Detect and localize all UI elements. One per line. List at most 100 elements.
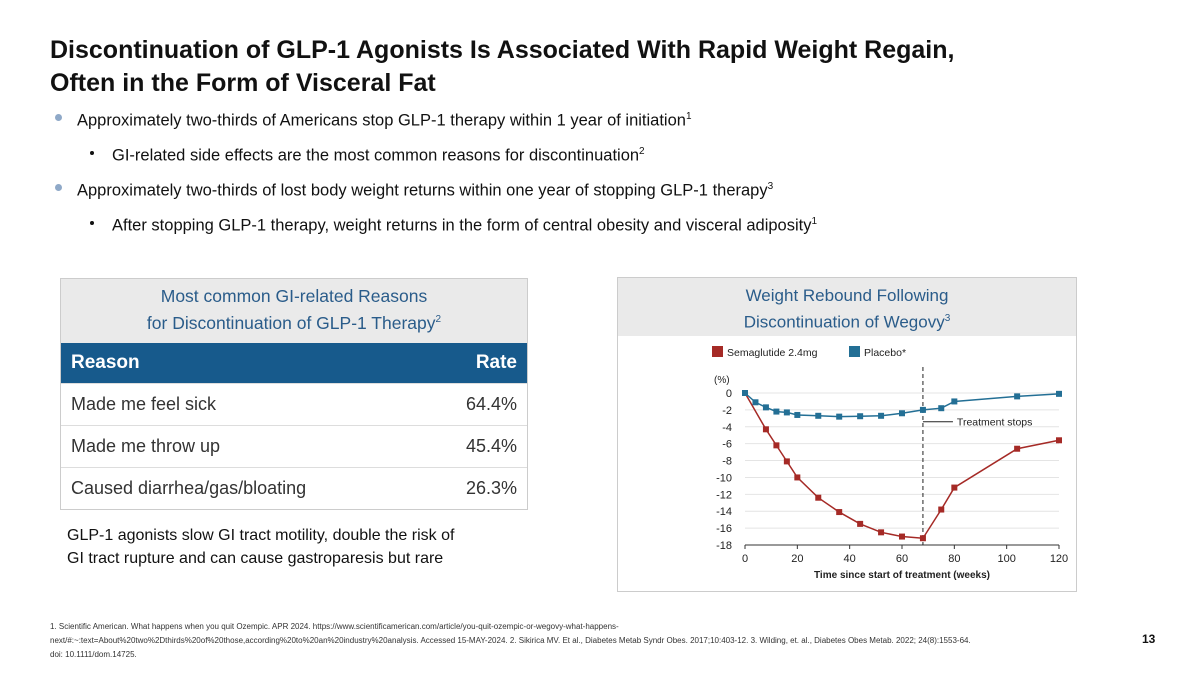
bullet: Approximately two-thirds of lost body we…	[55, 176, 1155, 211]
y-axis-label: (%)	[714, 375, 730, 386]
annotation-label: Treatment stops	[957, 417, 1032, 429]
data-point	[794, 474, 801, 481]
bullet-dot-icon	[55, 114, 62, 121]
legend-swatch	[849, 346, 860, 357]
footnote-ref: 3	[767, 181, 774, 192]
data-point	[857, 520, 864, 527]
y-tick-label: -12	[716, 489, 732, 501]
bullet: Approximately two-thirds of Americans st…	[55, 106, 1155, 141]
table-title-line: Most common GI-related Reasons	[160, 286, 428, 306]
footnote: 1. Scientific American. What happens whe…	[50, 622, 971, 659]
footnote-ref: 1	[685, 111, 692, 122]
data-point	[899, 533, 905, 540]
series-line	[744, 392, 1060, 418]
bullet-dot-icon	[55, 184, 62, 191]
x-tick-label: 20	[791, 553, 803, 565]
data-point	[1014, 393, 1021, 400]
x-tick-label: 0	[742, 553, 748, 565]
data-point	[815, 494, 822, 501]
bullet-dot-icon	[90, 151, 94, 155]
y-tick-label: -10	[716, 472, 732, 484]
data-point	[773, 442, 780, 449]
reason-cell: Made me feel sick	[71, 393, 217, 414]
data-point	[815, 412, 822, 419]
bullet: After stopping GLP-1 therapy, weight ret…	[55, 211, 1155, 246]
y-tick-label: -8	[722, 456, 732, 468]
rate-cell: 26.3%	[465, 477, 517, 498]
footnote-ref: 3	[944, 313, 951, 324]
y-tick-label: -4	[722, 422, 732, 434]
data-point	[836, 413, 843, 420]
chart-title: Weight Rebound Following Discontinuation …	[618, 278, 1076, 336]
page-number: 13	[1142, 632, 1156, 646]
data-point	[794, 411, 801, 418]
legend-label: Placebo*	[864, 347, 906, 359]
reason-cell: Caused diarrhea/gas/bloating	[71, 477, 307, 498]
data-point	[783, 458, 790, 465]
bullet-text: GI-related side effects are the most com…	[112, 146, 640, 165]
bullet-text: Approximately two-thirds of lost body we…	[77, 181, 768, 200]
data-point	[951, 484, 958, 491]
note-line: GI tract rupture and can cause gastropar…	[67, 550, 444, 567]
data-point	[899, 410, 905, 417]
reason-cell: Made me throw up	[71, 435, 221, 456]
data-point	[783, 409, 790, 416]
x-tick-label: 80	[948, 553, 960, 565]
footnote-ref: 2	[639, 146, 645, 157]
data-point	[1014, 445, 1021, 452]
y-tick-label: -2	[722, 405, 732, 417]
data-point	[878, 412, 885, 419]
data-point	[951, 398, 958, 405]
data-point	[742, 390, 748, 396]
reasons-table: Most common GI-related Reasons for Discon…	[60, 278, 528, 510]
rate-cell: 45.4%	[465, 435, 517, 456]
chart-title-line: Discontinuation of Wegovy	[743, 312, 945, 332]
weight-rebound-chart: 0 -2 -4 -6 -8 -10 -12 -14 -16 -18 0 20 40 60 80 100 120 T…	[712, 346, 1068, 581]
data-point	[1056, 390, 1062, 397]
bullet-dot-icon	[90, 221, 94, 225]
bullet-list: Approximately two-thirds of Americans st…	[55, 106, 1155, 246]
column-header-reason: Reason	[71, 351, 140, 373]
data-point	[752, 399, 759, 406]
legend-swatch	[712, 346, 723, 357]
bullet-text: Approximately two-thirds of Americans st…	[77, 111, 686, 130]
y-tick-label: 0	[726, 388, 732, 400]
data-point	[878, 529, 885, 536]
table-title-line: for Discontinuation of GLP-1 Therapy	[146, 312, 436, 333]
data-point	[938, 506, 945, 513]
bullet: GI-related side effects are the most com…	[55, 141, 1155, 176]
table-row: Caused diarrhea/gas/bloating 26.3%	[61, 466, 527, 509]
x-tick-label: 100	[997, 553, 1015, 565]
y-tick-label: -16	[716, 523, 732, 535]
column-header-rate: Rate	[475, 351, 517, 373]
table-row: Made me feel sick 64.4%	[61, 382, 527, 425]
y-tick-label: -6	[722, 439, 732, 451]
table-header: Reason Rate	[61, 342, 527, 383]
data-point	[919, 406, 926, 413]
bullet-text: After stopping GLP-1 therapy, weight ret…	[112, 216, 812, 235]
data-point	[836, 509, 843, 516]
legend-label: Semaglutide 2.4mg	[727, 347, 818, 359]
y-tick-label: -18	[716, 540, 732, 552]
data-point	[762, 404, 769, 411]
chart-title-line: Weight Rebound Following	[745, 286, 949, 305]
note-line: GLP-1 agonists slow GI tract motility, d…	[67, 527, 455, 544]
data-point	[919, 535, 926, 542]
footnote-ref: 1	[811, 216, 818, 227]
motility-note: GLP-1 agonists slow GI tract motility, d…	[67, 524, 567, 570]
table-row: Made me throw up 45.4%	[61, 424, 527, 467]
x-tick-label: 60	[896, 553, 908, 565]
y-tick-label: -14	[716, 506, 732, 518]
x-tick-label: 40	[844, 553, 856, 565]
title-line: Often in the Form of Visceral Fat	[50, 69, 436, 97]
data-point	[857, 413, 864, 420]
page-title: Discontinuation of GLP-1 Agonists Is Ass…	[50, 34, 1170, 100]
title-line: Discontinuation of GLP-1 Agonists Is Ass…	[50, 36, 955, 64]
footnote-ref: 2	[435, 314, 442, 325]
rate-cell: 64.4%	[465, 393, 517, 414]
x-tick-label: 120	[1050, 553, 1068, 565]
x-axis-label: Time since start of treatment (weeks)	[814, 570, 990, 581]
chart-panel: Weight Rebound Following Discontinuation …	[617, 277, 1077, 592]
data-point	[773, 408, 780, 415]
data-point	[762, 426, 769, 433]
